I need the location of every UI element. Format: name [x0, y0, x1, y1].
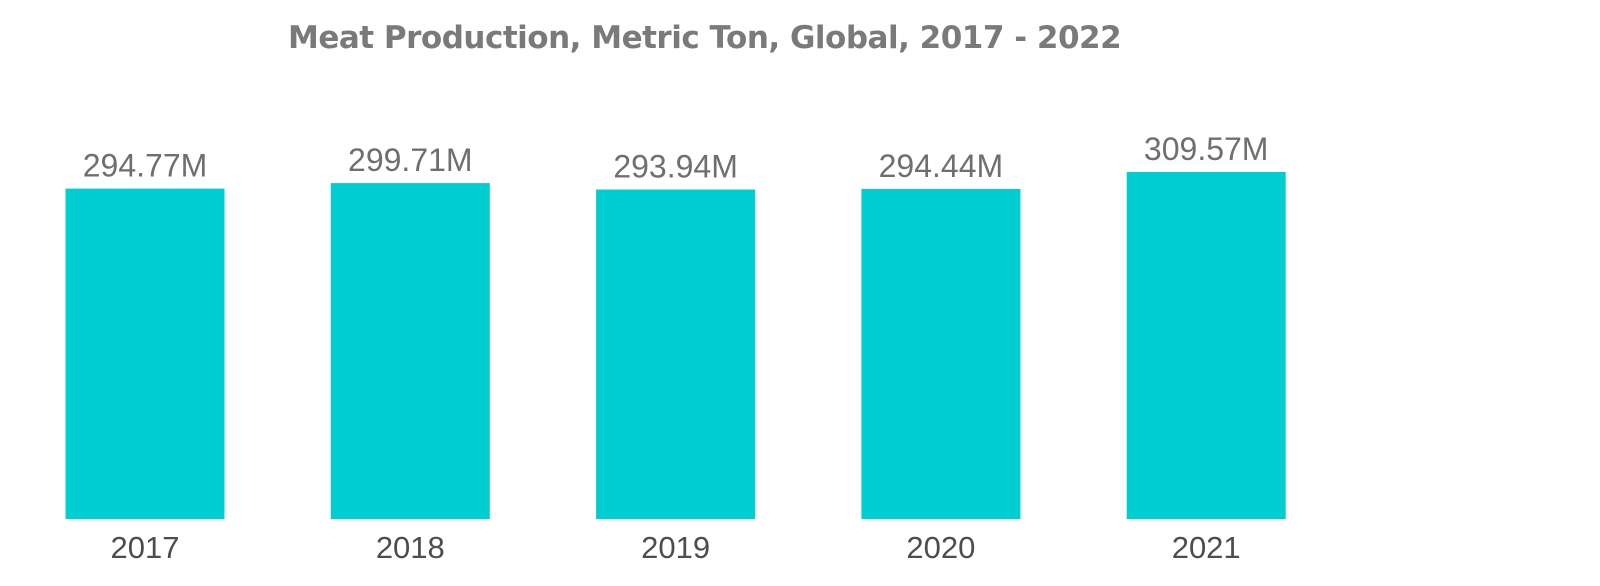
value-label-2021: 309.57M [1144, 131, 1269, 167]
value-label-2020: 294.44M [879, 148, 1004, 184]
value-label-2018: 299.71M [348, 142, 473, 178]
bar-2019 [596, 189, 756, 519]
value-label-2017: 294.77M [83, 148, 208, 184]
bar-2017 [65, 188, 225, 519]
bar-2021 [1126, 172, 1286, 519]
x-tick-label-2017: 2017 [111, 530, 180, 565]
x-tick-label-2021: 2021 [1172, 530, 1241, 565]
x-tick-label-2020: 2020 [906, 530, 975, 565]
value-label-2019: 293.94M [613, 149, 738, 185]
chart-title: Meat Production, Metric Ton, Global, 201… [288, 20, 1122, 56]
bar-2018 [330, 183, 490, 519]
x-tick-label-2019: 2019 [641, 530, 710, 565]
x-tick-label-2018: 2018 [376, 530, 445, 565]
bar-2020 [861, 189, 1021, 519]
